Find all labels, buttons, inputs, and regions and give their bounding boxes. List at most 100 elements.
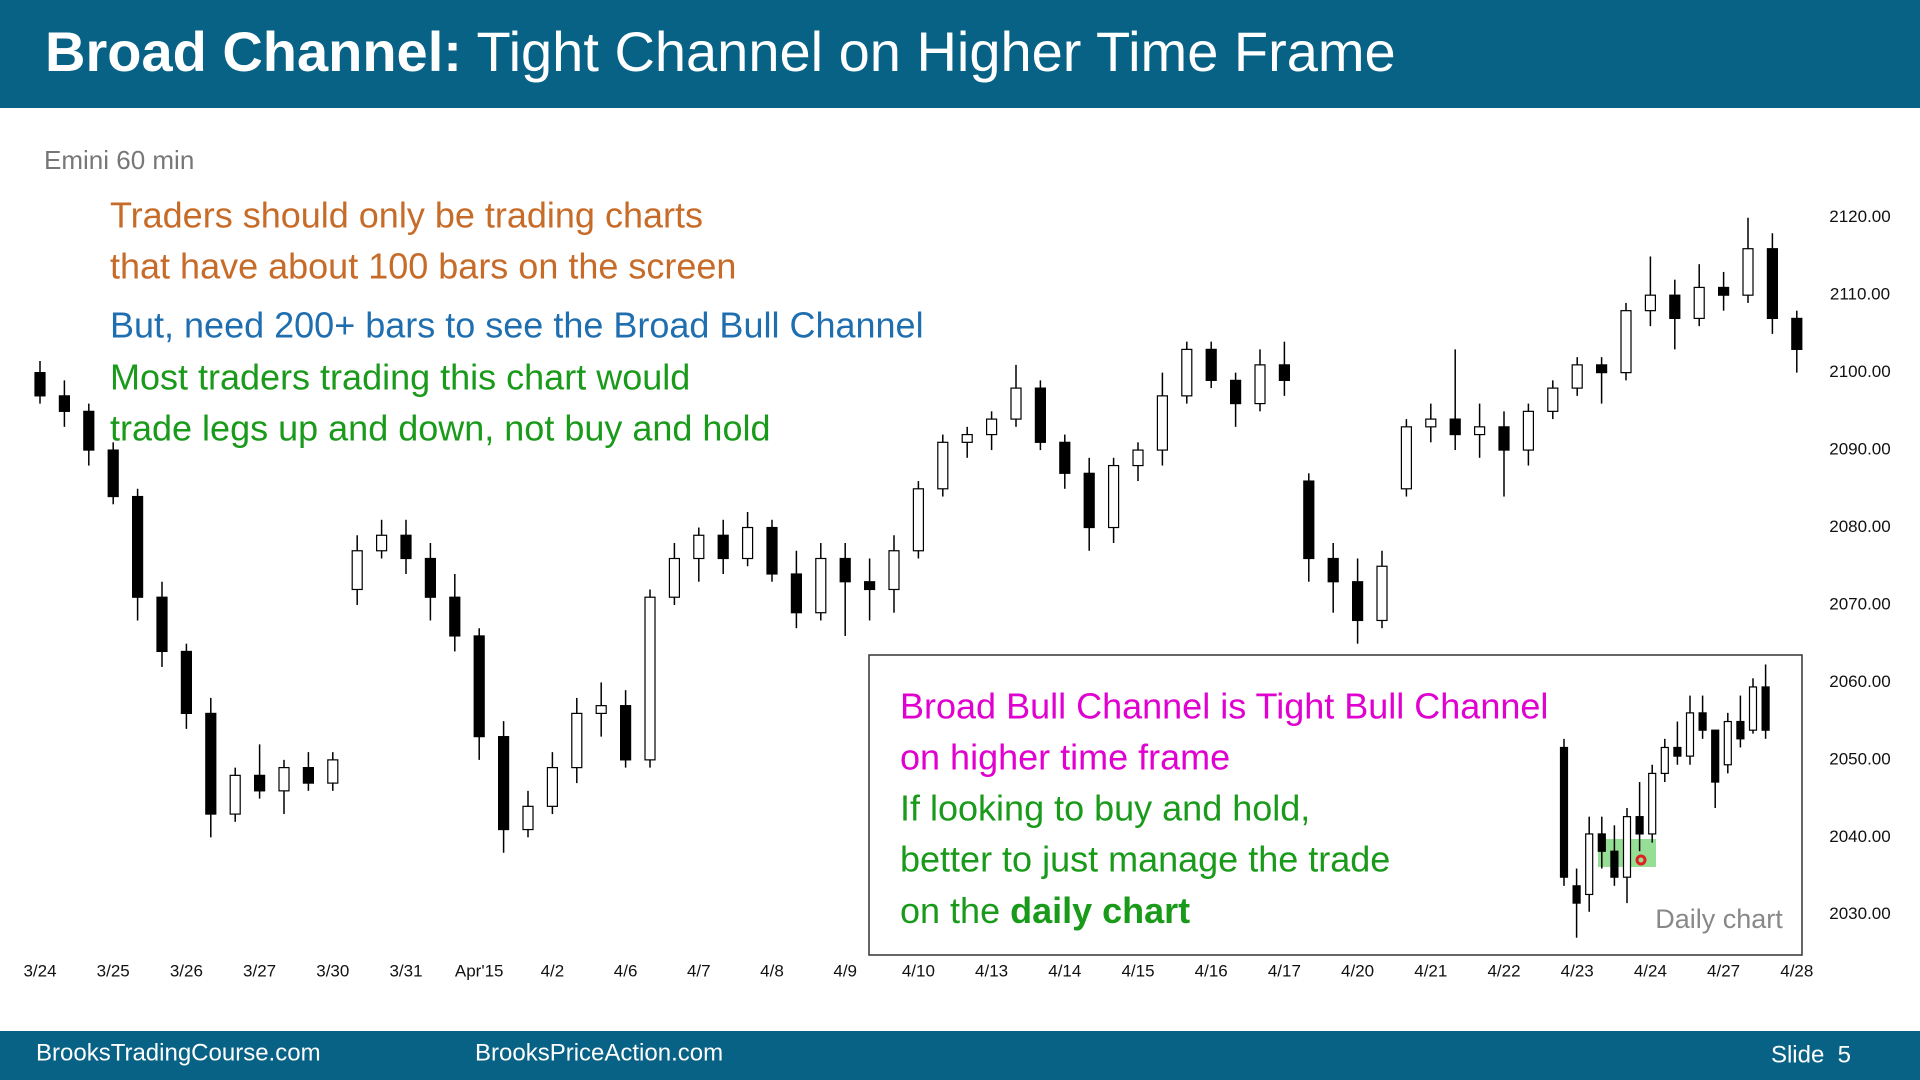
x-tick-label: 4/6 (614, 961, 638, 980)
candle-body (400, 534, 412, 560)
footer-center: BrooksPriceAction.com (475, 1039, 723, 1066)
y-tick-label: 2100.00 (1829, 362, 1890, 381)
candle-body (1132, 449, 1144, 467)
note-line: But, need 200+ bars to see the Broad Bul… (110, 305, 924, 346)
candle-body (839, 557, 851, 583)
candle-body (815, 557, 827, 614)
x-tick-label: 4/20 (1341, 961, 1374, 980)
candle-body (351, 550, 363, 591)
candle-body (790, 573, 803, 614)
candle-body (1711, 729, 1720, 783)
x-tick-label: 4/23 (1561, 961, 1594, 980)
y-tick-label: 2060.00 (1829, 672, 1890, 691)
y-tick-label: 2050.00 (1829, 749, 1890, 768)
candle-body (1010, 387, 1022, 420)
candle-body (1559, 746, 1569, 878)
candle-body (107, 449, 119, 498)
x-tick-label: 4/8 (760, 961, 784, 980)
note-line: that have about 100 bars on the screen (110, 246, 736, 287)
x-tick-label: 4/24 (1634, 961, 1667, 980)
candle-body (1717, 286, 1730, 296)
candle-body (1620, 310, 1632, 374)
candle-body (278, 767, 290, 792)
x-tick-label: 4/21 (1414, 961, 1447, 980)
inset-marker (1635, 854, 1647, 866)
x-tick-label: 3/24 (23, 961, 56, 980)
candle-body (1034, 387, 1047, 443)
x-tick-label: 3/31 (389, 961, 422, 980)
inset-note-plain: on the (900, 890, 1010, 931)
y-tick-label: 2040.00 (1829, 827, 1890, 846)
candle-body (1205, 348, 1217, 381)
candle-body (1400, 426, 1413, 490)
candle-body (449, 596, 461, 637)
candle-body (1059, 441, 1071, 474)
candle-body (766, 526, 778, 575)
candle-body (1736, 720, 1745, 740)
candle-body (1376, 565, 1388, 622)
candle-body (376, 534, 388, 552)
candle-body (888, 550, 900, 591)
candle-body (254, 774, 266, 792)
candle-body (1791, 317, 1803, 350)
candle-body (1425, 418, 1437, 428)
note-line: trade legs up and down, not buy and hold (110, 408, 771, 449)
candle-body (1327, 557, 1339, 583)
candle-body (1595, 364, 1608, 374)
title-space (462, 20, 477, 83)
candle-body (741, 526, 754, 560)
footer-slide: Slide 5 (1771, 1041, 1851, 1068)
candle-body (985, 418, 998, 436)
inset-box (868, 654, 1803, 956)
candle-body (912, 488, 925, 552)
x-tick-label: 4/17 (1268, 961, 1301, 980)
candle-body (1723, 720, 1732, 766)
note-line: Traders should only be trading charts (110, 195, 703, 236)
x-tick-label: Apr'15 (455, 961, 504, 980)
candle-body (1107, 464, 1120, 529)
footer-bar (0, 1031, 1920, 1080)
candle-body (522, 805, 534, 831)
candle-body (1156, 395, 1169, 451)
slide-title: Broad Channel: Tight Channel on Higher T… (45, 20, 1396, 83)
candle-body (1547, 387, 1559, 412)
x-tick-label: 4/16 (1195, 961, 1228, 980)
inset-note: on the daily chart (900, 890, 1190, 931)
x-tick-label: 4/9 (833, 961, 857, 980)
candle-body (327, 759, 339, 784)
candle-body (1303, 480, 1315, 560)
x-tick-label: 4/28 (1780, 961, 1813, 980)
y-tick-label: 2090.00 (1829, 440, 1890, 459)
x-tick-label: 3/25 (97, 961, 130, 980)
candle-body (1685, 712, 1695, 757)
candle-body (619, 705, 632, 761)
x-tick-label: 4/13 (975, 961, 1008, 980)
candle-body (473, 635, 485, 738)
candle-body (1449, 418, 1461, 436)
candle-body (668, 557, 681, 598)
inset-note-line: Broad Bull Channel is Tight Bull Channel (900, 686, 1548, 727)
inset-note-line: better to just manage the trade (900, 839, 1390, 880)
x-tick-label: 4/10 (902, 961, 935, 980)
candle-body (1673, 746, 1682, 757)
candle-body (1181, 348, 1193, 397)
candle-body (180, 650, 192, 714)
y-tick-label: 2070.00 (1829, 594, 1890, 613)
candle-body (1610, 850, 1619, 878)
footer-left: BrooksTradingCourse.com (36, 1039, 321, 1066)
x-tick-label: 4/15 (1121, 961, 1154, 980)
candle-body (1597, 833, 1606, 852)
candle-body (1254, 364, 1266, 405)
candle-body (1748, 686, 1758, 731)
candle-body (1669, 294, 1681, 320)
candle-body (205, 712, 217, 815)
header-bar (0, 0, 1920, 108)
x-tick-label: 3/26 (170, 961, 203, 980)
candle-body (1693, 286, 1705, 320)
title-rest: Tight Channel on Higher Time Frame (476, 20, 1395, 83)
note-line: Most traders trading this chart would (110, 357, 690, 398)
candle-body (156, 596, 168, 653)
candle-body (1278, 364, 1291, 381)
candle-body (229, 774, 241, 815)
